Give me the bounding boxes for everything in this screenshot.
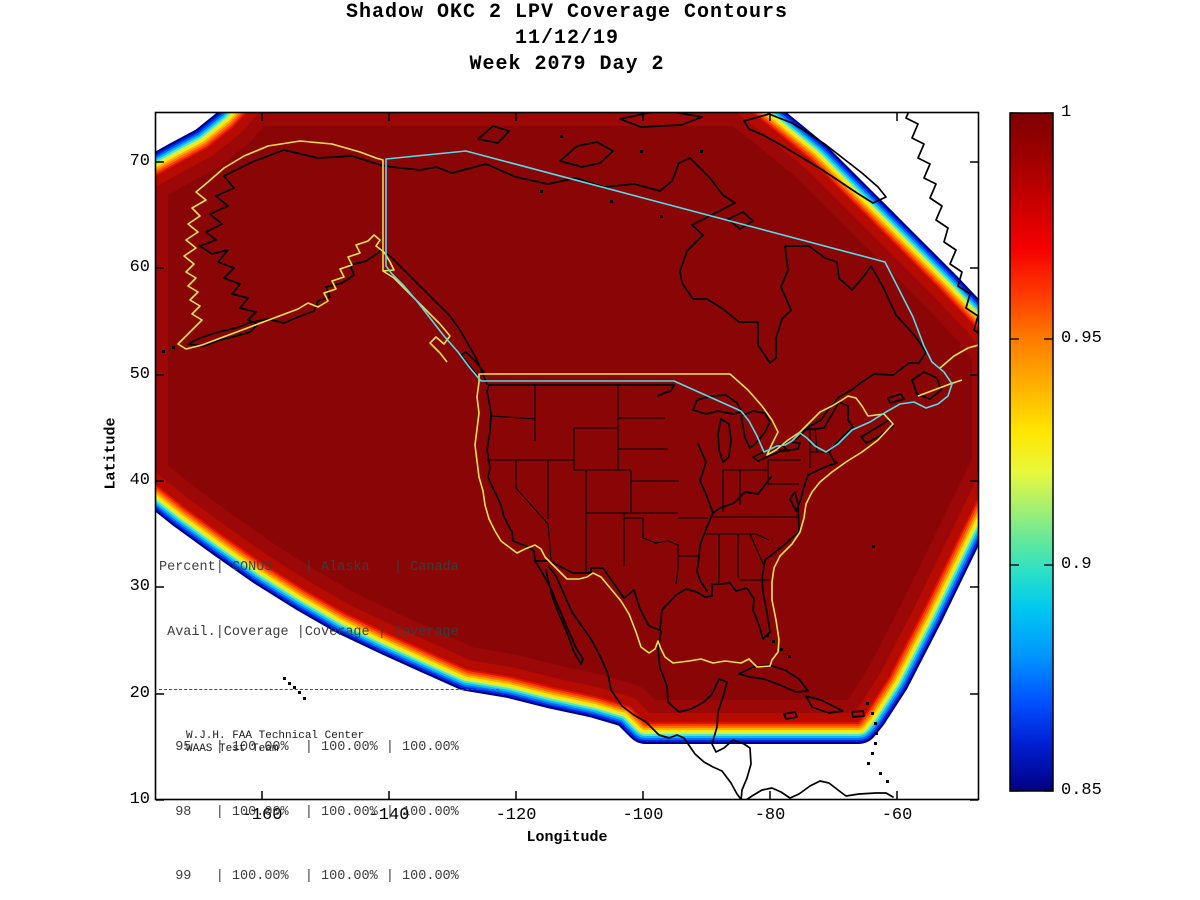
coverage-table-header: Percent| CONUS | Alaska | Canada	[159, 560, 459, 575]
x-tick-label: -80	[754, 806, 786, 825]
y-tick-label: 50	[129, 365, 150, 384]
x-tick-label: -100	[622, 806, 664, 825]
colorbar	[1009, 112, 1054, 792]
y-tick-label: 20	[129, 684, 150, 703]
state-borders	[487, 385, 829, 585]
y-tick-label: 30	[129, 577, 150, 596]
credit-text: W.J.H. FAA Technical Center WAAS Test Te…	[186, 730, 364, 756]
coverage-table-row: 98 | 100.00% | 100.00% | 100.00%	[159, 804, 459, 820]
y-tick-label: 40	[129, 471, 150, 490]
x-tick-label: -160	[241, 806, 283, 825]
y-tick-label: 10	[129, 790, 150, 809]
canada-region-boundary-cyan	[385, 150, 953, 453]
small-islands	[162, 135, 889, 783]
coverage-table-separator	[159, 689, 499, 690]
axes-frame	[154, 111, 980, 801]
credit-line-1: W.J.H. FAA Technical Center	[186, 730, 365, 742]
title-line-3: Week 2079 Day 2	[469, 53, 665, 76]
y-tick-label: 60	[129, 258, 150, 277]
title-line-1: Shadow OKC 2 LPV Coverage Contours	[345, 1, 789, 24]
colorbar-tick-label: 0.95	[1061, 329, 1102, 348]
x-tick-label: -140	[368, 806, 410, 825]
coverage-table-row: 95 | 100.00% | 100.00% | 100.00%	[159, 740, 459, 755]
coverage-inner-steps	[155, 112, 979, 722]
x-tick-label: -120	[495, 806, 537, 825]
title-line-2: 11/12/19	[514, 27, 619, 50]
coverage-table: Percent| CONUS | Alaska | Canada Avail.|…	[159, 514, 499, 900]
figure-title: Shadow OKC 2 LPV Coverage Contours 11/12…	[155, 0, 979, 78]
coverage-table-row: 99 | 100.00% | 100.00% | 100.00%	[159, 869, 459, 884]
colorbar-tick-label: 0.85	[1061, 781, 1102, 800]
colorbar-tick-label: 0.9	[1061, 555, 1092, 574]
x-tick-label: -60	[881, 806, 913, 825]
y-axis-title: Latitude	[102, 417, 120, 490]
coverage-table-header: Avail.|Coverage |Coverage | Coverage	[159, 624, 459, 640]
coastlines	[187, 112, 979, 800]
colorbar-tick-label: 1	[1061, 103, 1072, 122]
y-tick-label: 70	[129, 152, 150, 171]
x-axis-title: Longitude	[526, 829, 608, 846]
credit-line-2: WAAS Test Team	[186, 743, 279, 755]
service-region-boundaries-yellow	[177, 140, 979, 668]
